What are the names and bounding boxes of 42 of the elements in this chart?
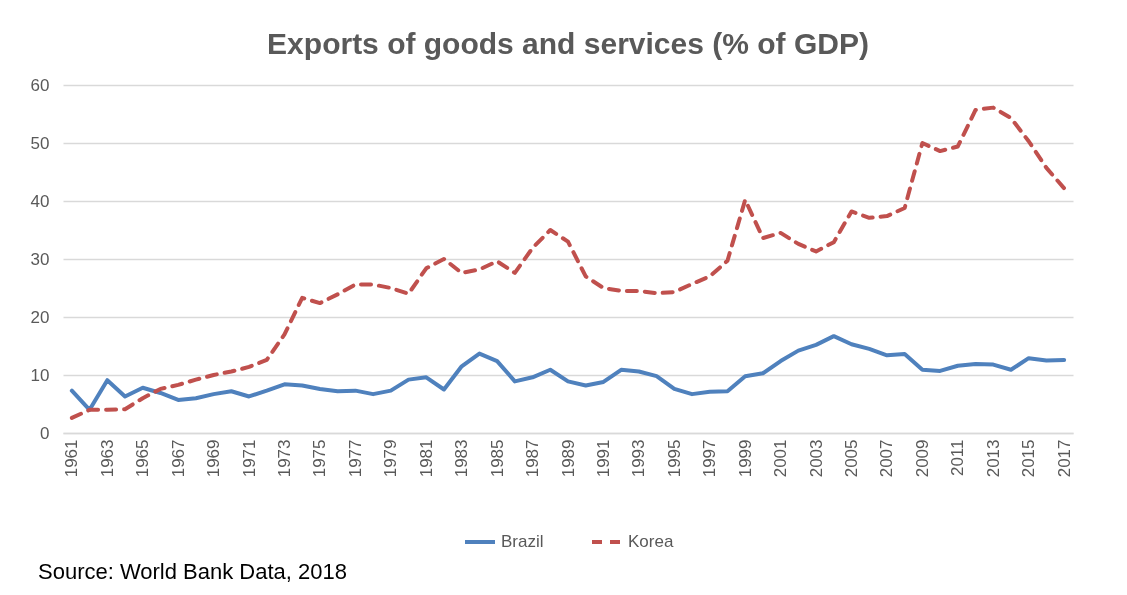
- x-tick-label: 2005: [842, 439, 862, 478]
- x-tick-label: 1973: [274, 439, 294, 478]
- x-tick-label: 1995: [664, 439, 684, 478]
- line-series: [69, 334, 1067, 412]
- x-tick-label: 1981: [416, 439, 436, 478]
- x-tick-label: 1985: [487, 439, 507, 478]
- y-tick-label: 30: [30, 249, 50, 269]
- x-tick-label: 1963: [97, 439, 117, 478]
- x-tick-label: 1997: [700, 439, 720, 478]
- x-tick-label: 2011: [948, 439, 968, 477]
- legend-label: Korea: [628, 532, 674, 551]
- line-series: [69, 105, 1067, 420]
- x-tick-label: 1965: [133, 439, 153, 478]
- x-tick-label: 2001: [771, 439, 791, 478]
- source-note: Source: World Bank Data, 2018: [38, 559, 347, 585]
- x-tick-label: 2013: [983, 439, 1003, 478]
- y-tick-label: 10: [30, 365, 50, 385]
- y-tick-label: 60: [30, 75, 50, 95]
- x-tick-label: 1979: [381, 439, 401, 478]
- x-tick-label: 2009: [912, 439, 932, 478]
- y-tick-label: 50: [30, 133, 50, 153]
- x-tick-label: 1971: [239, 439, 259, 478]
- x-tick-label: 1991: [593, 439, 613, 478]
- x-tick-label: 1977: [345, 439, 365, 478]
- x-tick-label: 1975: [310, 439, 330, 478]
- x-tick-label: 1967: [168, 439, 188, 478]
- chart-title: Exports of goods and services (% of GDP): [267, 27, 869, 60]
- x-tick-label: 2015: [1019, 439, 1039, 478]
- x-tick-label: 2007: [877, 439, 897, 478]
- x-tick-label: 2017: [1054, 439, 1074, 478]
- x-tick-label: 1993: [629, 439, 649, 478]
- x-tick-label: 1961: [62, 439, 82, 478]
- y-tick-label: 20: [30, 307, 50, 327]
- y-tick-label: 40: [30, 191, 50, 211]
- x-tick-label: 1999: [735, 439, 755, 478]
- y-tick-label: 0: [40, 423, 50, 443]
- legend-label: Brazil: [501, 532, 544, 551]
- x-tick-label: 2003: [806, 439, 826, 478]
- x-tick-label: 1989: [558, 439, 578, 478]
- x-tick-label: 1983: [452, 439, 472, 478]
- x-tick-label: 1987: [523, 439, 543, 478]
- x-tick-label: 1969: [204, 439, 224, 478]
